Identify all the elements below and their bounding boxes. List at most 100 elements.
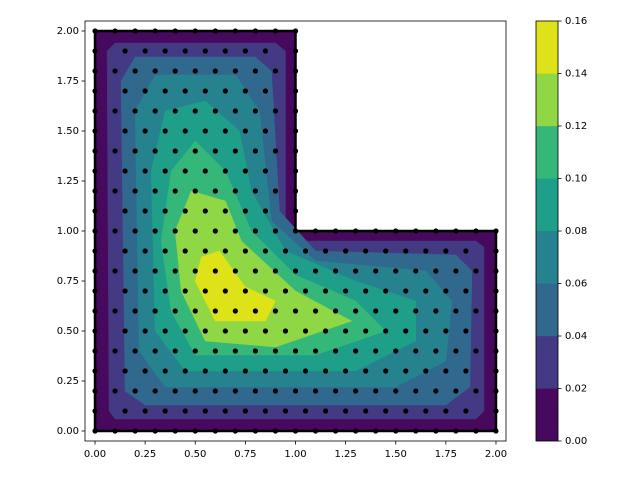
mesh-point — [493, 428, 499, 434]
x-tick-label: 2.00 — [485, 449, 507, 460]
mesh-point — [122, 248, 128, 254]
colorbar-band — [535, 73, 559, 127]
mesh-point — [232, 348, 238, 354]
mesh-point — [403, 408, 409, 414]
mesh-point — [172, 108, 178, 114]
mesh-point — [343, 248, 349, 254]
mesh-point — [152, 348, 158, 354]
mesh-point — [212, 28, 218, 34]
mesh-point — [172, 348, 178, 354]
mesh-point — [383, 288, 389, 294]
mesh-point — [443, 288, 449, 294]
mesh-point — [312, 388, 319, 394]
mesh-point — [252, 348, 259, 354]
mesh-point — [252, 148, 259, 154]
mesh-point — [152, 148, 158, 154]
mesh-point — [292, 188, 299, 194]
mesh-point — [212, 188, 218, 194]
mesh-point — [152, 68, 158, 74]
colorbar-band — [535, 335, 559, 389]
mesh-point — [423, 328, 429, 334]
colorbar-band — [535, 20, 559, 74]
mesh-point — [373, 428, 379, 434]
mesh-point — [232, 428, 238, 434]
colorbar-band — [535, 178, 559, 232]
mesh-point — [262, 128, 269, 134]
mesh-point — [373, 268, 379, 274]
mesh-point — [192, 68, 198, 74]
mesh-point — [192, 108, 198, 114]
mesh-point — [212, 68, 218, 74]
mesh-point — [192, 228, 198, 234]
mesh-point — [202, 208, 208, 214]
mesh-point — [302, 408, 309, 414]
mesh-point — [493, 388, 499, 394]
mesh-point — [272, 108, 279, 114]
mesh-point — [292, 308, 299, 314]
mesh-point — [132, 308, 138, 314]
mesh-point — [353, 348, 359, 354]
mesh-point — [343, 368, 349, 374]
mesh-point — [232, 108, 238, 114]
mesh-point — [262, 208, 269, 214]
mesh-point — [132, 228, 138, 234]
mesh-point — [152, 308, 158, 314]
mesh-point — [443, 248, 449, 254]
mesh-point — [262, 328, 269, 334]
mesh-point — [92, 128, 98, 134]
mesh-point — [122, 208, 128, 214]
mesh-point — [262, 368, 269, 374]
x-tick-label: 0.00 — [84, 449, 106, 460]
mesh-point — [122, 128, 128, 134]
mesh-point — [142, 288, 148, 294]
mesh-point — [343, 328, 349, 334]
mesh-point — [202, 48, 208, 54]
mesh-point — [182, 408, 188, 414]
y-tick-label: 1.25 — [57, 176, 79, 187]
mesh-point — [242, 168, 248, 174]
mesh-point — [202, 408, 208, 414]
mesh-point — [222, 248, 228, 254]
mesh-point — [192, 308, 198, 314]
mesh-point — [162, 248, 168, 254]
mesh-point — [182, 88, 188, 94]
mesh-point — [413, 428, 419, 434]
mesh-point — [433, 388, 439, 394]
mesh-point — [182, 128, 188, 134]
mesh-point — [463, 408, 469, 414]
mesh-point — [92, 228, 98, 234]
mesh-point — [242, 128, 248, 134]
mesh-point — [202, 288, 208, 294]
mesh-point — [222, 208, 228, 214]
mesh-point — [292, 168, 299, 174]
mesh-point — [453, 308, 459, 314]
mesh-point — [232, 388, 238, 394]
colorbar-tick-label: 0.02 — [565, 384, 587, 395]
y-tick-label: 0.00 — [57, 426, 79, 437]
mesh-point — [112, 348, 118, 354]
mesh-point — [272, 348, 279, 354]
mesh-point — [473, 428, 479, 434]
mesh-point — [122, 408, 128, 414]
mesh-point — [493, 368, 499, 374]
mesh-point — [242, 208, 248, 214]
mesh-point — [433, 308, 439, 314]
mesh-point — [453, 388, 459, 394]
mesh-point — [182, 208, 188, 214]
mesh-point — [433, 268, 439, 274]
mesh-point — [192, 148, 198, 154]
mesh-point — [312, 428, 319, 434]
mesh-point — [252, 188, 259, 194]
mesh-point — [423, 408, 429, 414]
mesh-point — [112, 108, 118, 114]
mesh-point — [453, 348, 459, 354]
colorbar-tick-label: 0.14 — [565, 69, 587, 80]
mesh-point — [373, 348, 379, 354]
mesh-point — [493, 288, 499, 294]
mesh-point — [423, 288, 429, 294]
mesh-point — [473, 348, 479, 354]
mesh-point — [463, 328, 469, 334]
mesh-point — [132, 108, 138, 114]
mesh-point — [413, 228, 419, 234]
mesh-point — [493, 268, 499, 274]
